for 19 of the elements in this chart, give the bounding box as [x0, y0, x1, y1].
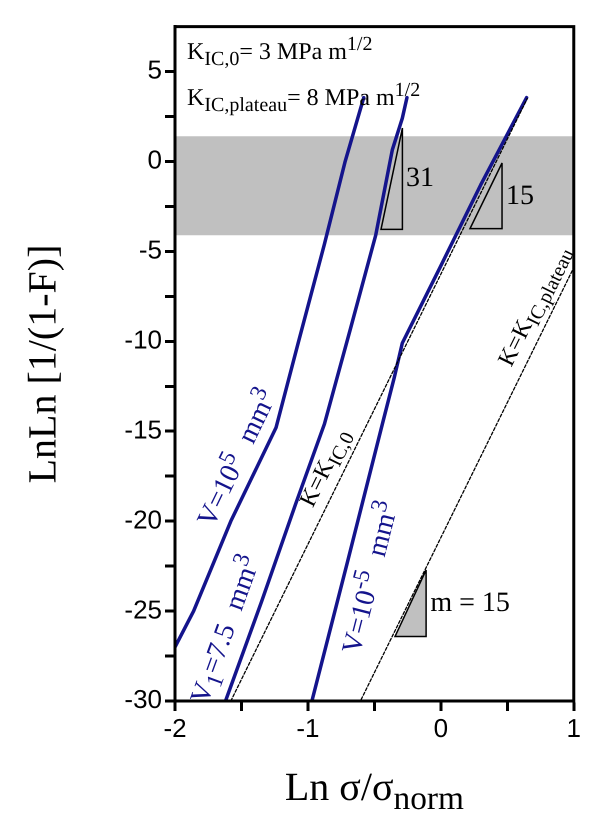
y-axis-title: LnLn [1/(1-F)] — [18, 244, 66, 484]
x-tick-label: -1 — [296, 712, 320, 743]
x-tick-label: 0 — [434, 712, 448, 743]
x-tick-label: 1 — [566, 712, 582, 743]
y-tick-label: -30 — [124, 684, 162, 714]
y-tick-label: -10 — [124, 324, 162, 354]
annotation: 31 — [406, 161, 434, 196]
annotation: K$_{IC,plateau}$= 8 MPa m$^{1/2}$ — [187, 78, 420, 118]
y-tick-label: 0 — [148, 144, 162, 175]
y-tick-label: -25 — [124, 594, 162, 624]
y-tick-label: 5 — [148, 54, 162, 85]
annotation: K$_{IC,0}$= 3 MPa m$^{1/2}$ — [187, 32, 372, 72]
x-tick-label: -2 — [163, 712, 187, 743]
annotation: 15 — [506, 179, 534, 214]
y-tick-label: -15 — [124, 414, 162, 444]
y-tick-label: -5 — [138, 234, 162, 265]
x-axis-title: Ln σ/σ$_{norm}$ — [284, 763, 464, 818]
annotation: m = 15 — [430, 586, 510, 620]
y-tick-label: -20 — [124, 504, 162, 534]
